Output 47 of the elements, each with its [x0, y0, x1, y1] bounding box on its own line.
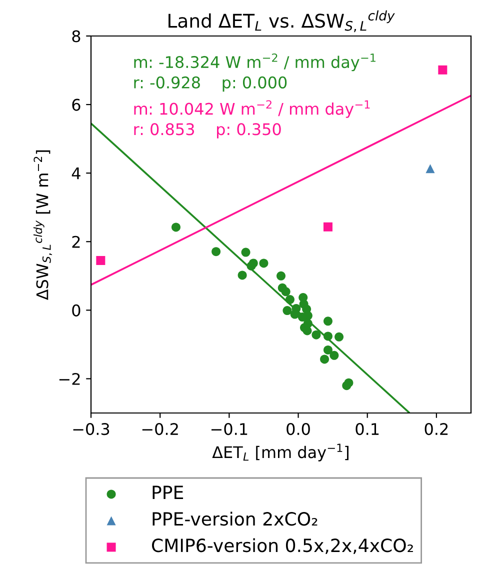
point: [96, 256, 106, 265]
x-tick-label: −0.3: [73, 423, 110, 436]
annotation: m: -18.324 W m$^{−2}$ / mm day$^{−1}$: [134, 53, 376, 72]
x-tick-label: −0.2: [142, 423, 178, 436]
point: [438, 65, 448, 74]
annotation: m: 10.042 W m$^{−2}$ / mm day$^{−1}$: [134, 100, 370, 118]
point: [303, 319, 312, 328]
point: [334, 332, 344, 342]
y-tick-label: −2: [59, 372, 80, 385]
annotation: r: 0.853 p: 0.350: [134, 123, 281, 138]
point: [241, 248, 250, 257]
legend-label: PPE: [152, 486, 184, 499]
y-tick-label: 6: [72, 98, 80, 111]
legend-label: PPE-version 2xCO₂: [152, 512, 318, 526]
x-tick-label: −0.1: [211, 423, 248, 436]
x-tick-label: 0.1: [356, 423, 379, 436]
point: [320, 354, 330, 364]
y-tick-label: 0: [72, 304, 80, 316]
point: [344, 378, 354, 388]
y-tick-label: 4: [72, 168, 80, 180]
point: [259, 258, 268, 268]
point: [323, 222, 332, 232]
point: [323, 316, 332, 326]
point: [323, 332, 332, 341]
y-tick-label: 8: [72, 30, 80, 42]
point: [312, 330, 321, 340]
point: [285, 295, 294, 304]
x-axis-title: ΔET$_{L}$ [mm day$^{−1}$]: [212, 444, 348, 462]
point: [171, 222, 180, 232]
y-axis-title: ΔSW$_{S,L}$$^{cldy}$ [W m$^{−2}$]: [33, 150, 52, 300]
legend-label: CMIP6-version 0.5x,2x,4xCO₂: [152, 538, 413, 554]
point: [298, 312, 307, 322]
point: [426, 164, 435, 174]
point: [330, 350, 339, 360]
point: [238, 270, 247, 280]
x-tick-label: 0.2: [424, 423, 448, 436]
point: [282, 306, 292, 316]
chart-title: Land ΔET$_{L}$ vs. ΔSW$_{S,L}$$^{cldy}$: [168, 10, 395, 32]
annotation: r: -0.928 p: 0.000: [134, 76, 287, 92]
point: [290, 310, 300, 319]
x-tick-label: 0.0: [286, 423, 310, 436]
point: [281, 287, 290, 296]
point: [212, 247, 221, 256]
y-tick-label: 2: [72, 236, 80, 248]
point: [323, 345, 332, 354]
point: [276, 271, 286, 280]
point: [246, 261, 256, 270]
